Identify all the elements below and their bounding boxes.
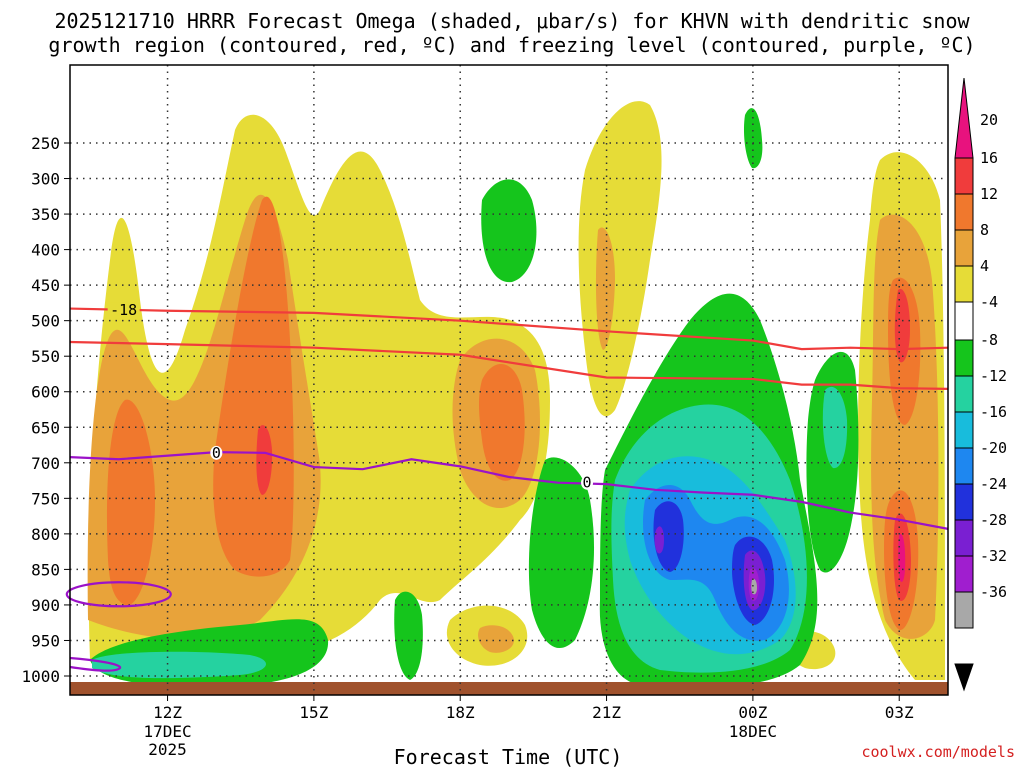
y-tick-label: 950: [31, 631, 60, 650]
omega-colorbar: 20 16 12 8 4 -4 -8 -12 -16 -20 -24 -28 -32 -36: [954, 77, 1007, 692]
colorbar-label: -24: [980, 475, 1007, 493]
dgz-contour-line: [69, 307, 949, 351]
y-tick-label: 250: [31, 134, 60, 153]
omega-shading: [87, 101, 945, 688]
omega-positive-region-11: [106, 399, 155, 606]
colorbar-label: -32: [980, 547, 1007, 565]
freezing-label-background: [581, 475, 594, 490]
colorbar-label: 20: [980, 111, 998, 129]
omega-positive-region-10: [478, 625, 514, 653]
omega-positive-region-16: [256, 425, 273, 495]
colorbar-segment: [954, 411, 974, 449]
y-tick-label: 750: [31, 489, 60, 508]
dgz-label-background: [107, 302, 140, 319]
credit-text: coolwx.com/models: [861, 743, 1015, 761]
omega-negative-region-17: [654, 526, 664, 554]
dgz-contour-line: [69, 340, 949, 390]
y-tick-label: 600: [31, 383, 60, 402]
colorbar-segment: [954, 157, 974, 195]
x-tick-label: 18Z: [446, 703, 475, 722]
omega-negative-region-2: [743, 108, 763, 169]
colorbar-segment: [954, 229, 974, 267]
chart-title-line1: 2025121710 HRRR Forecast Omega (shaded, …: [54, 9, 970, 33]
colorbar-label: -12: [980, 367, 1007, 385]
omega-positive-region-12: [213, 196, 294, 577]
colorbar-label: 16: [980, 149, 998, 167]
colorbar-segment: [954, 193, 974, 231]
omega-negative-region-13: [653, 501, 684, 572]
colorbar-label: 8: [980, 221, 989, 239]
x-tick-year: 2025: [148, 740, 187, 759]
colorbar-label: -16: [980, 403, 1007, 421]
omega-positive-region-13: [479, 363, 525, 481]
x-tick-date: 17DEC: [143, 722, 191, 741]
freezing-level-loop: [69, 656, 122, 672]
colorbar-segment: [954, 375, 974, 413]
colorbar-label: -36: [980, 583, 1007, 601]
freezing-level-line: [69, 451, 949, 530]
x-axis-label: Forecast Time (UTC): [394, 745, 623, 768]
colorbar-label: -20: [980, 439, 1007, 457]
y-tick-label: 800: [31, 525, 60, 544]
x-tick-label: 03Z: [885, 703, 914, 722]
y-tick-label: 850: [31, 560, 60, 579]
colorbar-segment: [954, 519, 974, 557]
x-tick-label: 15Z: [299, 703, 328, 722]
y-tick-label: 400: [31, 241, 60, 260]
y-tick-label: 300: [31, 170, 60, 189]
freezing-level-loop: [65, 581, 172, 608]
omega-positive-region-8: [595, 227, 615, 350]
y-tick-label: 900: [31, 596, 60, 615]
y-tick-label: 500: [31, 312, 60, 331]
omega-negative-region-9: [822, 386, 848, 469]
x-tick-label: 21Z: [592, 703, 621, 722]
pressure-axis: 250 300 350 400 450 500 550 600 650 700 750 800 850 9…: [21, 134, 70, 686]
colorbar-label: 4: [980, 257, 989, 275]
colorbar-top-triangle: [954, 77, 974, 159]
colorbar-label: -28: [980, 511, 1007, 529]
colorbar-segment: [954, 339, 974, 377]
x-tick-label: 00Z: [738, 703, 767, 722]
colorbar-segment: [954, 591, 974, 629]
y-tick-label: 650: [31, 418, 60, 437]
colorbar-segment: [954, 447, 974, 485]
colorbar-bottom-triangle: [954, 663, 974, 692]
dgz-contour-label: -18: [110, 301, 137, 319]
colorbar-label: 12: [980, 185, 998, 203]
omega-negative-region-5: [528, 457, 595, 649]
y-tick-label: 450: [31, 276, 60, 295]
terrain-strip: [70, 682, 948, 695]
y-tick-label: 700: [31, 454, 60, 473]
colorbar-segment: [954, 555, 974, 593]
colorbar-segment: [954, 265, 974, 303]
colorbar-label: -4: [980, 293, 998, 311]
y-tick-label: 1000: [21, 667, 60, 686]
x-tick-label: 12Z: [153, 703, 182, 722]
omega-positive-region-17: [894, 289, 910, 363]
plot-frame: [69, 64, 949, 696]
chart-title-line2: growth region (contoured, red, ºC) and f…: [48, 33, 975, 57]
gridlines: [70, 65, 948, 695]
freezing-level-label: 0: [583, 474, 592, 492]
omega-positive-region-2: [578, 101, 662, 417]
contour-lines: -18 0 0: [65, 301, 949, 672]
colorbar-segment: [954, 301, 974, 341]
freezing-label-background: [210, 445, 223, 460]
omega-negative-region-1: [481, 179, 537, 283]
omega-negative-region-4: [394, 591, 423, 680]
omega-negative-region-10: [92, 651, 267, 679]
x-tick-date: 18DEC: [729, 722, 777, 741]
y-tick-label: 550: [31, 347, 60, 366]
freezing-level-label: 0: [212, 444, 221, 462]
colorbar-label: -8: [980, 331, 998, 349]
omega-negative-region-18: [751, 578, 757, 595]
colorbar-segment: [954, 483, 974, 521]
y-tick-label: 350: [31, 205, 60, 224]
